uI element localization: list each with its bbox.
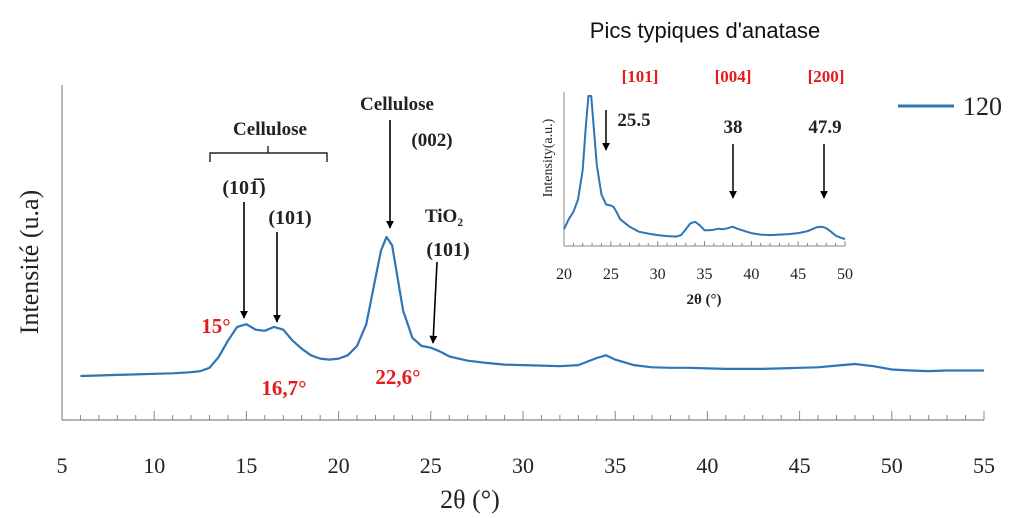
main-x-tick-label: 40 bbox=[696, 453, 718, 478]
series-120-line bbox=[80, 235, 984, 378]
inset-x-tick-label: 40 bbox=[743, 266, 759, 283]
main-x-tick-label: 10 bbox=[143, 453, 165, 478]
main-x-tick-label: 25 bbox=[420, 453, 442, 478]
inset-x-ticks bbox=[563, 241, 846, 246]
inset-x-axis-label: 2θ (°) bbox=[686, 292, 721, 308]
label-15-deg: 15° bbox=[201, 314, 230, 338]
inset-x-tick-label: 50 bbox=[837, 266, 853, 283]
annotation-tio2-plane: (101) bbox=[426, 239, 469, 261]
annotation-tio2: TiO₂ bbox=[425, 206, 463, 227]
main-y-axis-label: Intensité (u.a) bbox=[15, 190, 44, 334]
annotations: Cellulose (101̅) (101) Cellulose (002) T… bbox=[201, 94, 469, 400]
main-x-tick-label: 5 bbox=[57, 453, 68, 478]
inset-x-tick-label: 45 bbox=[790, 266, 806, 283]
main-x-tick-labels: 5 10 15 20 25 30 35 40 45 50 55 bbox=[57, 453, 996, 478]
main-x-tick-label: 20 bbox=[328, 453, 350, 478]
inset-plane-004: [004] bbox=[715, 67, 752, 86]
annotation-cellulose-1: Cellulose bbox=[233, 119, 307, 140]
inset-peak-25-5: 25.5 bbox=[617, 110, 650, 131]
inset-y-axis-label: Intensity(a.u.) bbox=[541, 118, 556, 197]
main-x-tick-label: 45 bbox=[789, 453, 811, 478]
inset-plane-200: [200] bbox=[808, 67, 845, 86]
inset-chart: Pics typiques d'anatase 20 25 30 35 40 45 50 2… bbox=[541, 18, 853, 308]
inset-x-tick-label: 20 bbox=[556, 266, 572, 283]
main-x-tick-label: 15 bbox=[235, 453, 257, 478]
main-x-ticks bbox=[61, 411, 985, 420]
inset-x-tick-label: 35 bbox=[697, 266, 713, 283]
main-x-tick-label: 35 bbox=[604, 453, 626, 478]
label-22-6-deg: 22,6° bbox=[375, 365, 420, 389]
annotation-cellulose-2: Cellulose bbox=[360, 94, 434, 115]
inset-series-line bbox=[563, 95, 846, 241]
inset-title: Pics typiques d'anatase bbox=[590, 18, 820, 43]
inset-x-tick-label: 25 bbox=[603, 266, 619, 283]
annotation-plane-101: (101) bbox=[268, 207, 311, 229]
main-x-tick-label: 30 bbox=[512, 453, 534, 478]
inset-plane-101: [101] bbox=[622, 67, 659, 86]
main-x-axis-label: 2θ (°) bbox=[440, 485, 500, 514]
inset-x-tick-labels: 20 25 30 35 40 45 50 bbox=[556, 266, 853, 283]
legend-entry-120: 120 bbox=[963, 92, 1002, 121]
inset-x-tick-label: 30 bbox=[650, 266, 666, 283]
cellulose-bracket bbox=[209, 146, 328, 162]
legend: 120 bbox=[898, 92, 1002, 121]
annotation-plane-002: (002) bbox=[411, 130, 452, 151]
annotation-plane-101-bar: (101̅) bbox=[222, 177, 265, 199]
inset-peak-38: 38 bbox=[724, 117, 743, 138]
main-x-tick-label: 50 bbox=[881, 453, 903, 478]
arrow-25-3 bbox=[429, 261, 438, 344]
main-x-tick-label: 55 bbox=[973, 453, 995, 478]
label-16-7-deg: 16,7° bbox=[261, 376, 306, 400]
inset-peak-47-9: 47.9 bbox=[808, 117, 841, 138]
